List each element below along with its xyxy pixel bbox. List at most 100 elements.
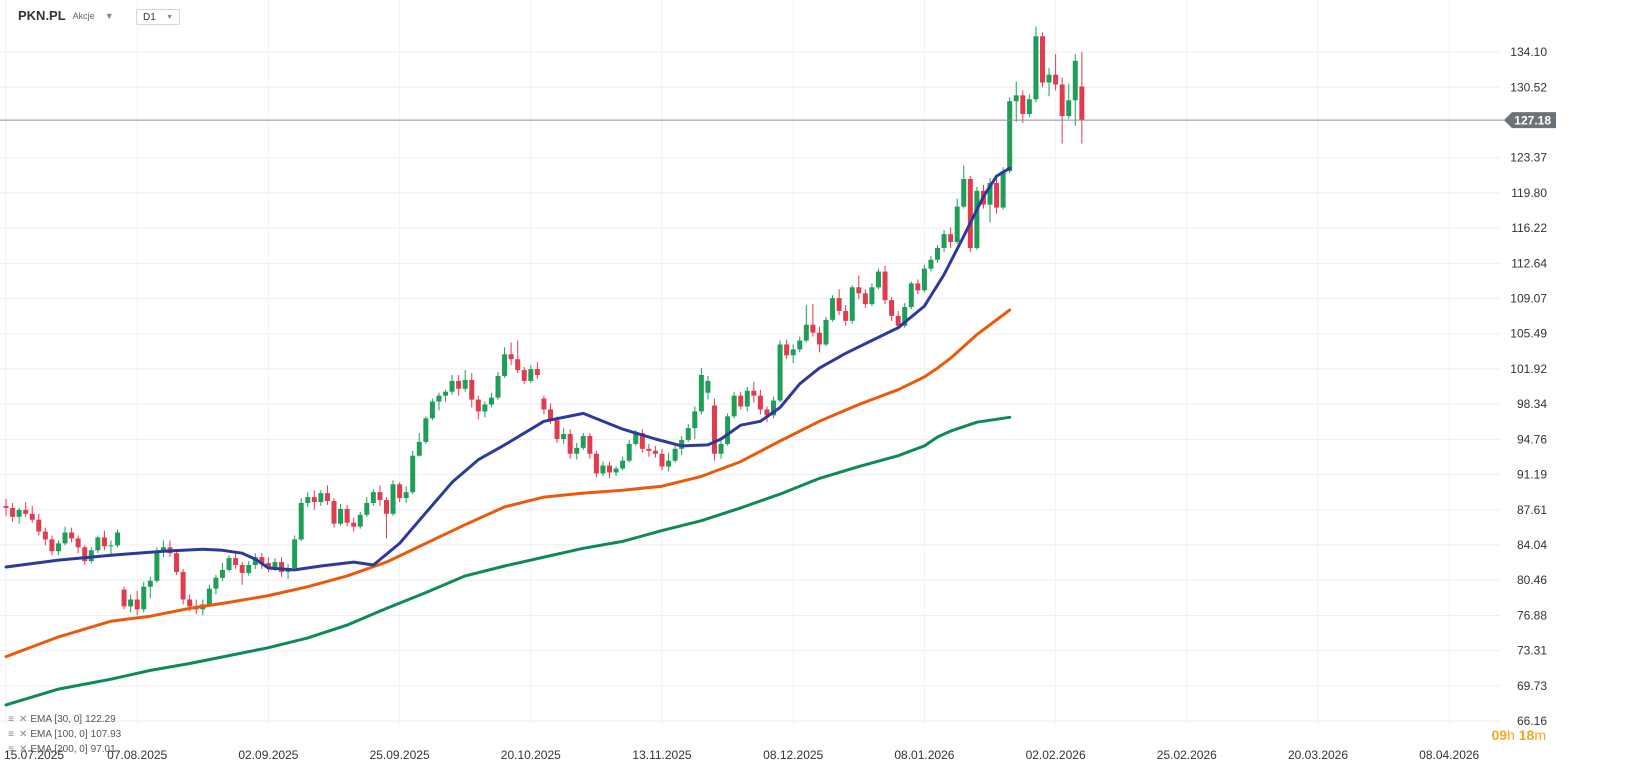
candle	[1020, 90, 1026, 123]
candle-body	[744, 390, 750, 407]
candle-body	[206, 588, 212, 605]
chevron-down-icon[interactable]: ▼	[104, 10, 114, 21]
close-icon[interactable]: ✕	[19, 744, 28, 755]
y-tick-label: 119.80	[1511, 186, 1547, 200]
candle-body	[994, 182, 1000, 208]
candle	[587, 433, 593, 459]
y-tick-label: 123.37	[1510, 151, 1547, 165]
candle-body	[1072, 60, 1078, 101]
y-tick-label: 130.52	[1510, 80, 1547, 94]
candle-body	[246, 565, 252, 573]
candle	[115, 529, 121, 548]
candle-body	[397, 484, 403, 499]
candle	[344, 504, 350, 527]
legend-value: 122.29	[85, 714, 116, 725]
candle-body	[344, 508, 350, 523]
close-icon[interactable]: ✕	[19, 714, 28, 725]
candle	[508, 342, 514, 366]
candle-body	[731, 395, 737, 417]
legend-ema100[interactable]: ≡ ✕ EMA [100, 0] 107.93	[6, 727, 121, 742]
candle-body	[528, 369, 534, 381]
legend-value: 97.01	[90, 744, 116, 755]
candle-body	[239, 565, 245, 573]
candle	[672, 445, 678, 463]
candle	[410, 450, 416, 495]
x-tick-label: 08.04.2026	[1419, 748, 1479, 762]
candle-body	[1039, 36, 1045, 83]
menu-icon[interactable]: ≡	[8, 729, 14, 740]
y-tick-label: 73.31	[1517, 644, 1547, 658]
x-tick-label: 20.10.2025	[501, 748, 561, 762]
candle-body	[134, 599, 140, 610]
timeframe-select[interactable]: D1 ▼	[136, 9, 180, 25]
candle	[141, 581, 147, 613]
candle	[862, 289, 868, 309]
candle	[403, 486, 409, 503]
candle-body	[928, 259, 934, 269]
x-tick-label: 15.07.2025	[4, 748, 64, 762]
timer-minutes-unit: m	[1534, 727, 1546, 743]
candle-body	[869, 287, 875, 305]
candle-body	[803, 324, 809, 341]
candle	[593, 450, 599, 478]
candle-body	[711, 405, 717, 454]
menu-icon[interactable]: ≡	[8, 744, 14, 755]
y-tick-label: 84.04	[1517, 538, 1547, 552]
candle-body	[534, 369, 540, 375]
candle-body	[410, 455, 416, 493]
x-tick-label: 13.11.2025	[632, 748, 691, 762]
candle-body	[1066, 100, 1072, 117]
candle	[718, 438, 724, 459]
y-tick-label: 94.76	[1517, 432, 1547, 446]
candle	[574, 442, 580, 460]
candle	[1072, 53, 1078, 126]
candle	[29, 505, 35, 523]
candle	[456, 374, 462, 396]
candle-body	[331, 501, 337, 524]
x-tick-label: 07.08.2025	[107, 748, 167, 762]
candle	[534, 362, 540, 379]
menu-icon[interactable]: ≡	[8, 714, 14, 725]
candle-body	[508, 354, 514, 360]
candle-body	[593, 453, 599, 474]
candle	[705, 375, 711, 400]
candle-body	[698, 374, 704, 412]
candle	[246, 561, 252, 576]
candle-body	[292, 539, 298, 568]
candle	[154, 547, 160, 583]
timer-hours-unit: h	[1507, 727, 1515, 743]
instrument-header[interactable]: PKN.PL Akcje ▼	[18, 8, 114, 23]
candle	[462, 370, 468, 392]
current-price-tag	[1504, 112, 1556, 129]
candle-body	[764, 409, 770, 416]
candle	[469, 373, 475, 408]
candle	[482, 401, 488, 418]
candle-body	[436, 395, 442, 402]
candle	[1039, 32, 1045, 88]
timer-minutes: 18	[1518, 727, 1535, 743]
candle	[423, 416, 429, 444]
close-icon[interactable]: ✕	[19, 729, 28, 740]
candle-body	[49, 539, 55, 552]
candle-body	[567, 434, 573, 454]
candle	[882, 265, 888, 305]
candle	[443, 389, 449, 402]
candle	[744, 386, 750, 412]
candle-body	[423, 418, 429, 442]
candle-body	[174, 553, 180, 572]
candle-body	[784, 344, 790, 356]
legend-label: EMA [100, 0]	[30, 729, 88, 740]
legend-ema30[interactable]: ≡ ✕ EMA [30, 0] 122.29	[6, 712, 121, 727]
candle	[134, 590, 140, 616]
legend-ema200[interactable]: ≡ ✕ EMA [200, 0] 97.01	[6, 742, 121, 757]
candle	[305, 492, 311, 507]
candle-body	[666, 460, 672, 467]
candle	[941, 230, 947, 252]
candle	[731, 391, 737, 419]
candle	[843, 305, 849, 326]
candle-body	[757, 395, 763, 410]
candle	[311, 490, 317, 510]
candle-body	[725, 416, 731, 444]
candle-body	[252, 557, 258, 566]
